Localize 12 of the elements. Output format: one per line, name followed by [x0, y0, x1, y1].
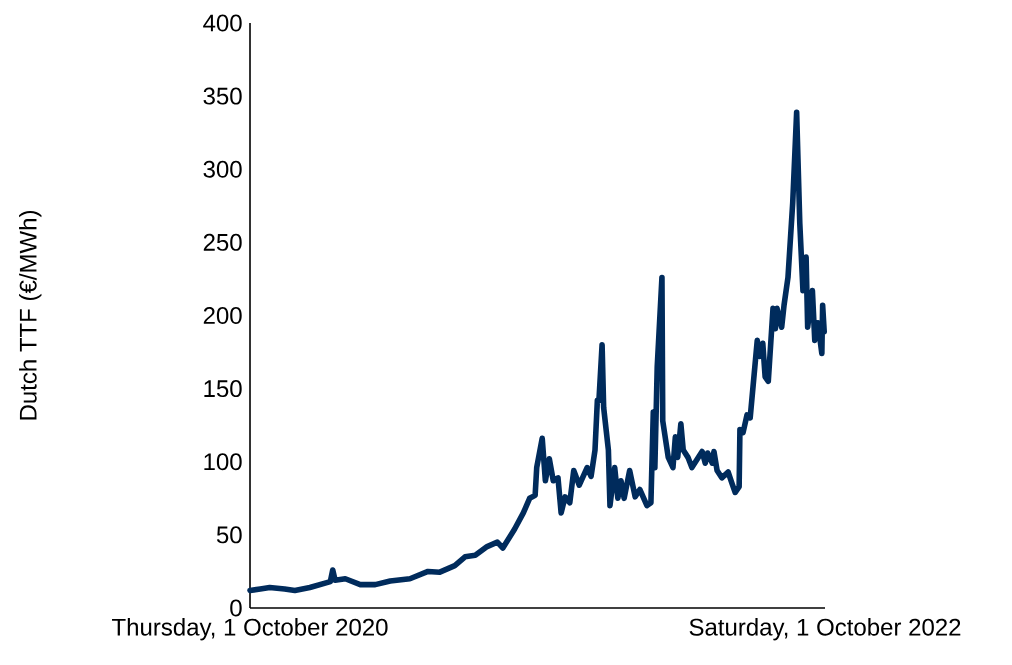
y-tick-label: 350	[203, 87, 242, 105]
y-tick-label: 50	[216, 526, 242, 544]
y-tick-label: 250	[203, 233, 242, 251]
y-tick-label: 0	[230, 599, 242, 617]
y-tick-label: 150	[204, 380, 242, 398]
x-tick-label: Saturday, 1 October 2022	[689, 618, 961, 641]
y-tick-label: 200	[203, 306, 242, 324]
x-tick-label: Thursday, 1 October 2020	[112, 618, 388, 641]
y-tick-label: 100	[204, 453, 242, 471]
y-axis-title: Dutch TTF (€/MWh)	[19, 211, 42, 420]
y-tick-label: 400	[203, 14, 242, 32]
y-tick-label: 300	[203, 160, 242, 178]
